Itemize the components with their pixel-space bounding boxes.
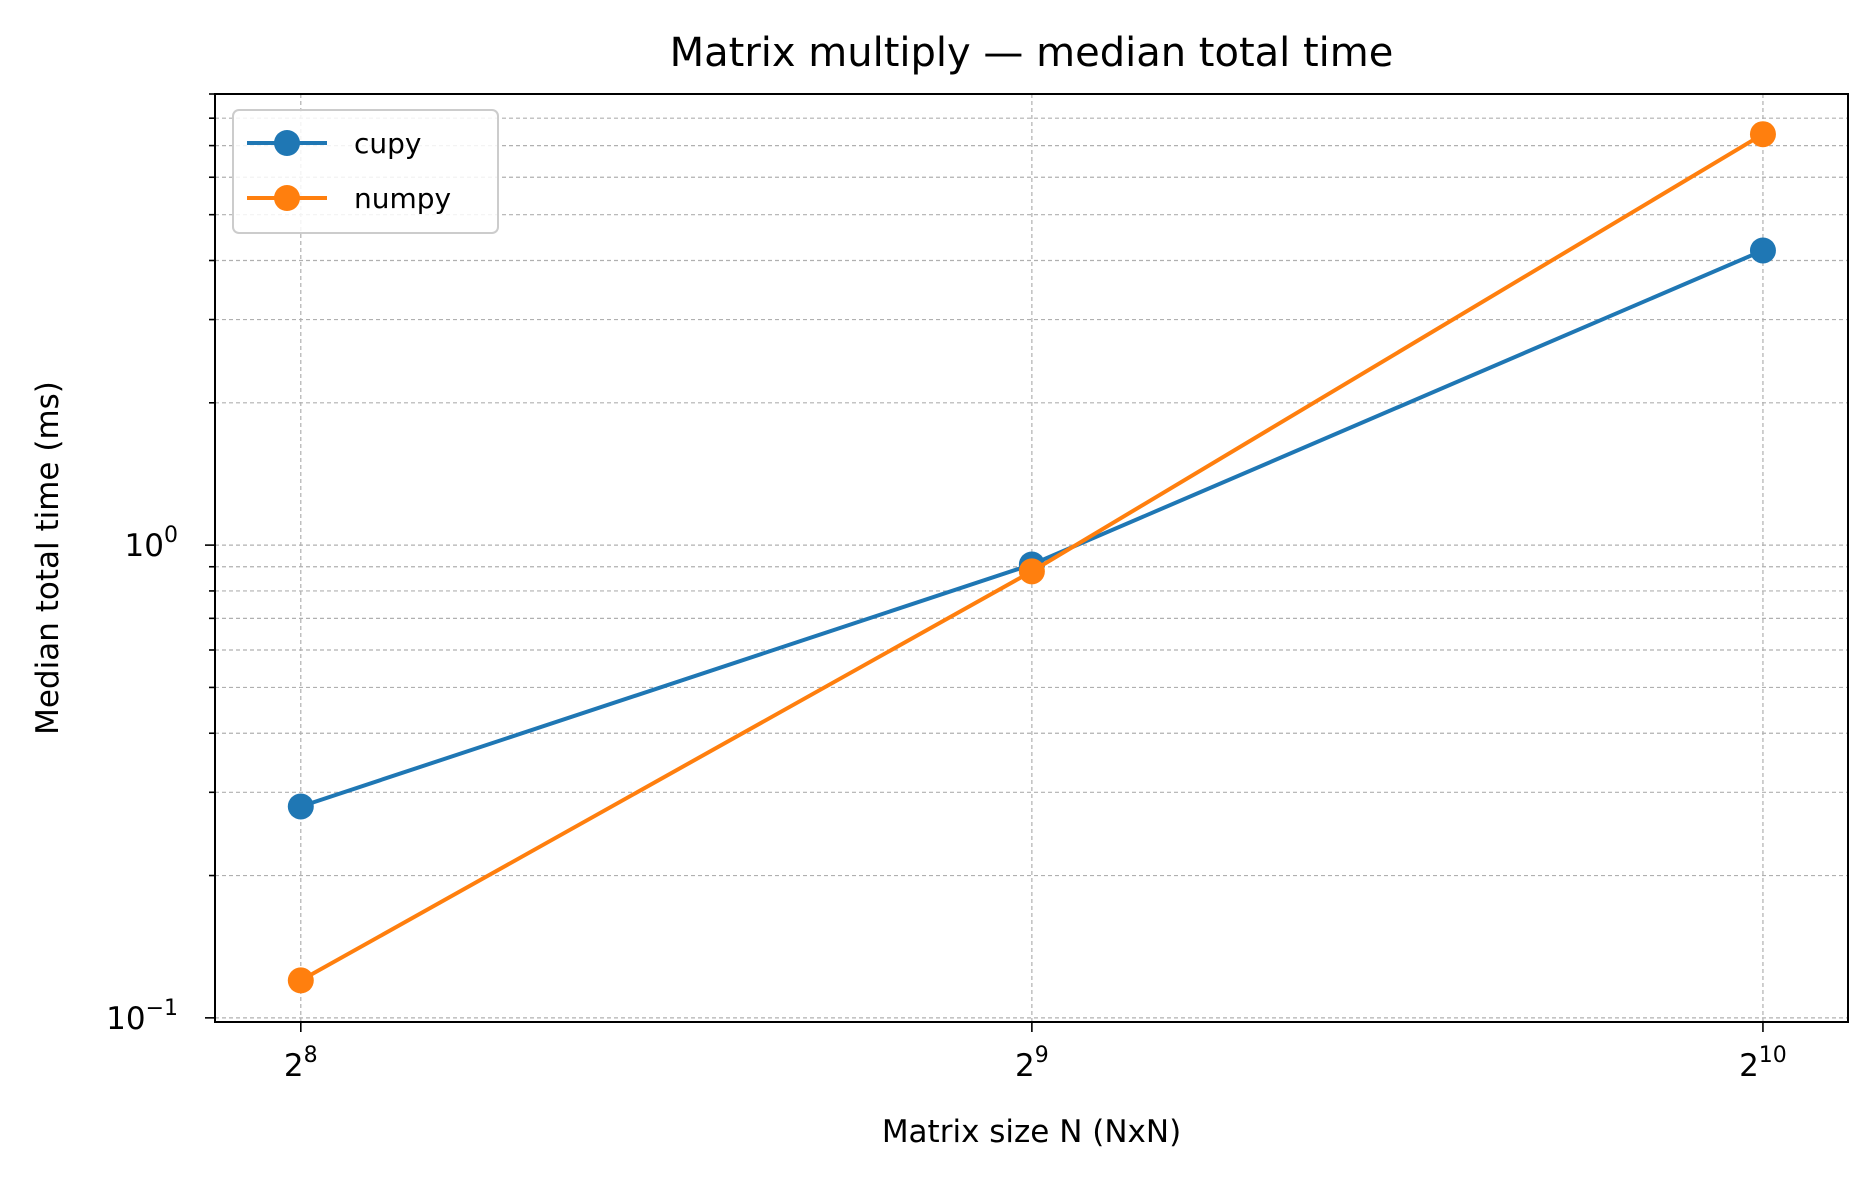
series-numpy <box>287 121 1776 994</box>
data-point-numpy <box>1749 121 1776 148</box>
series-layer <box>287 121 1776 994</box>
legend-label-numpy: numpy <box>354 182 451 215</box>
legend-label-cupy: cupy <box>354 127 421 160</box>
x-axis-label: Matrix size N (NxN) <box>882 1114 1181 1150</box>
data-point-numpy <box>1018 558 1045 585</box>
data-point-cupy <box>287 793 314 820</box>
legend: cupy numpy <box>232 109 499 234</box>
ticks: 28 29 210 10−1 100 <box>106 93 1787 1084</box>
legend-marker-cupy <box>274 130 300 156</box>
legend-marker-numpy <box>274 185 300 211</box>
x-tick-label: 29 <box>1015 1043 1049 1084</box>
chart-title: Matrix multiply — median total time <box>670 30 1394 76</box>
data-point-numpy <box>287 967 314 994</box>
y-tick-label: 10−1 <box>106 996 178 1037</box>
y-tick-label: 100 <box>125 523 178 564</box>
x-tick-label: 28 <box>284 1043 318 1084</box>
data-point-cupy <box>1749 237 1776 264</box>
x-tick-label: 210 <box>1739 1043 1787 1084</box>
y-axis-label: Median total time (ms) <box>30 381 66 735</box>
